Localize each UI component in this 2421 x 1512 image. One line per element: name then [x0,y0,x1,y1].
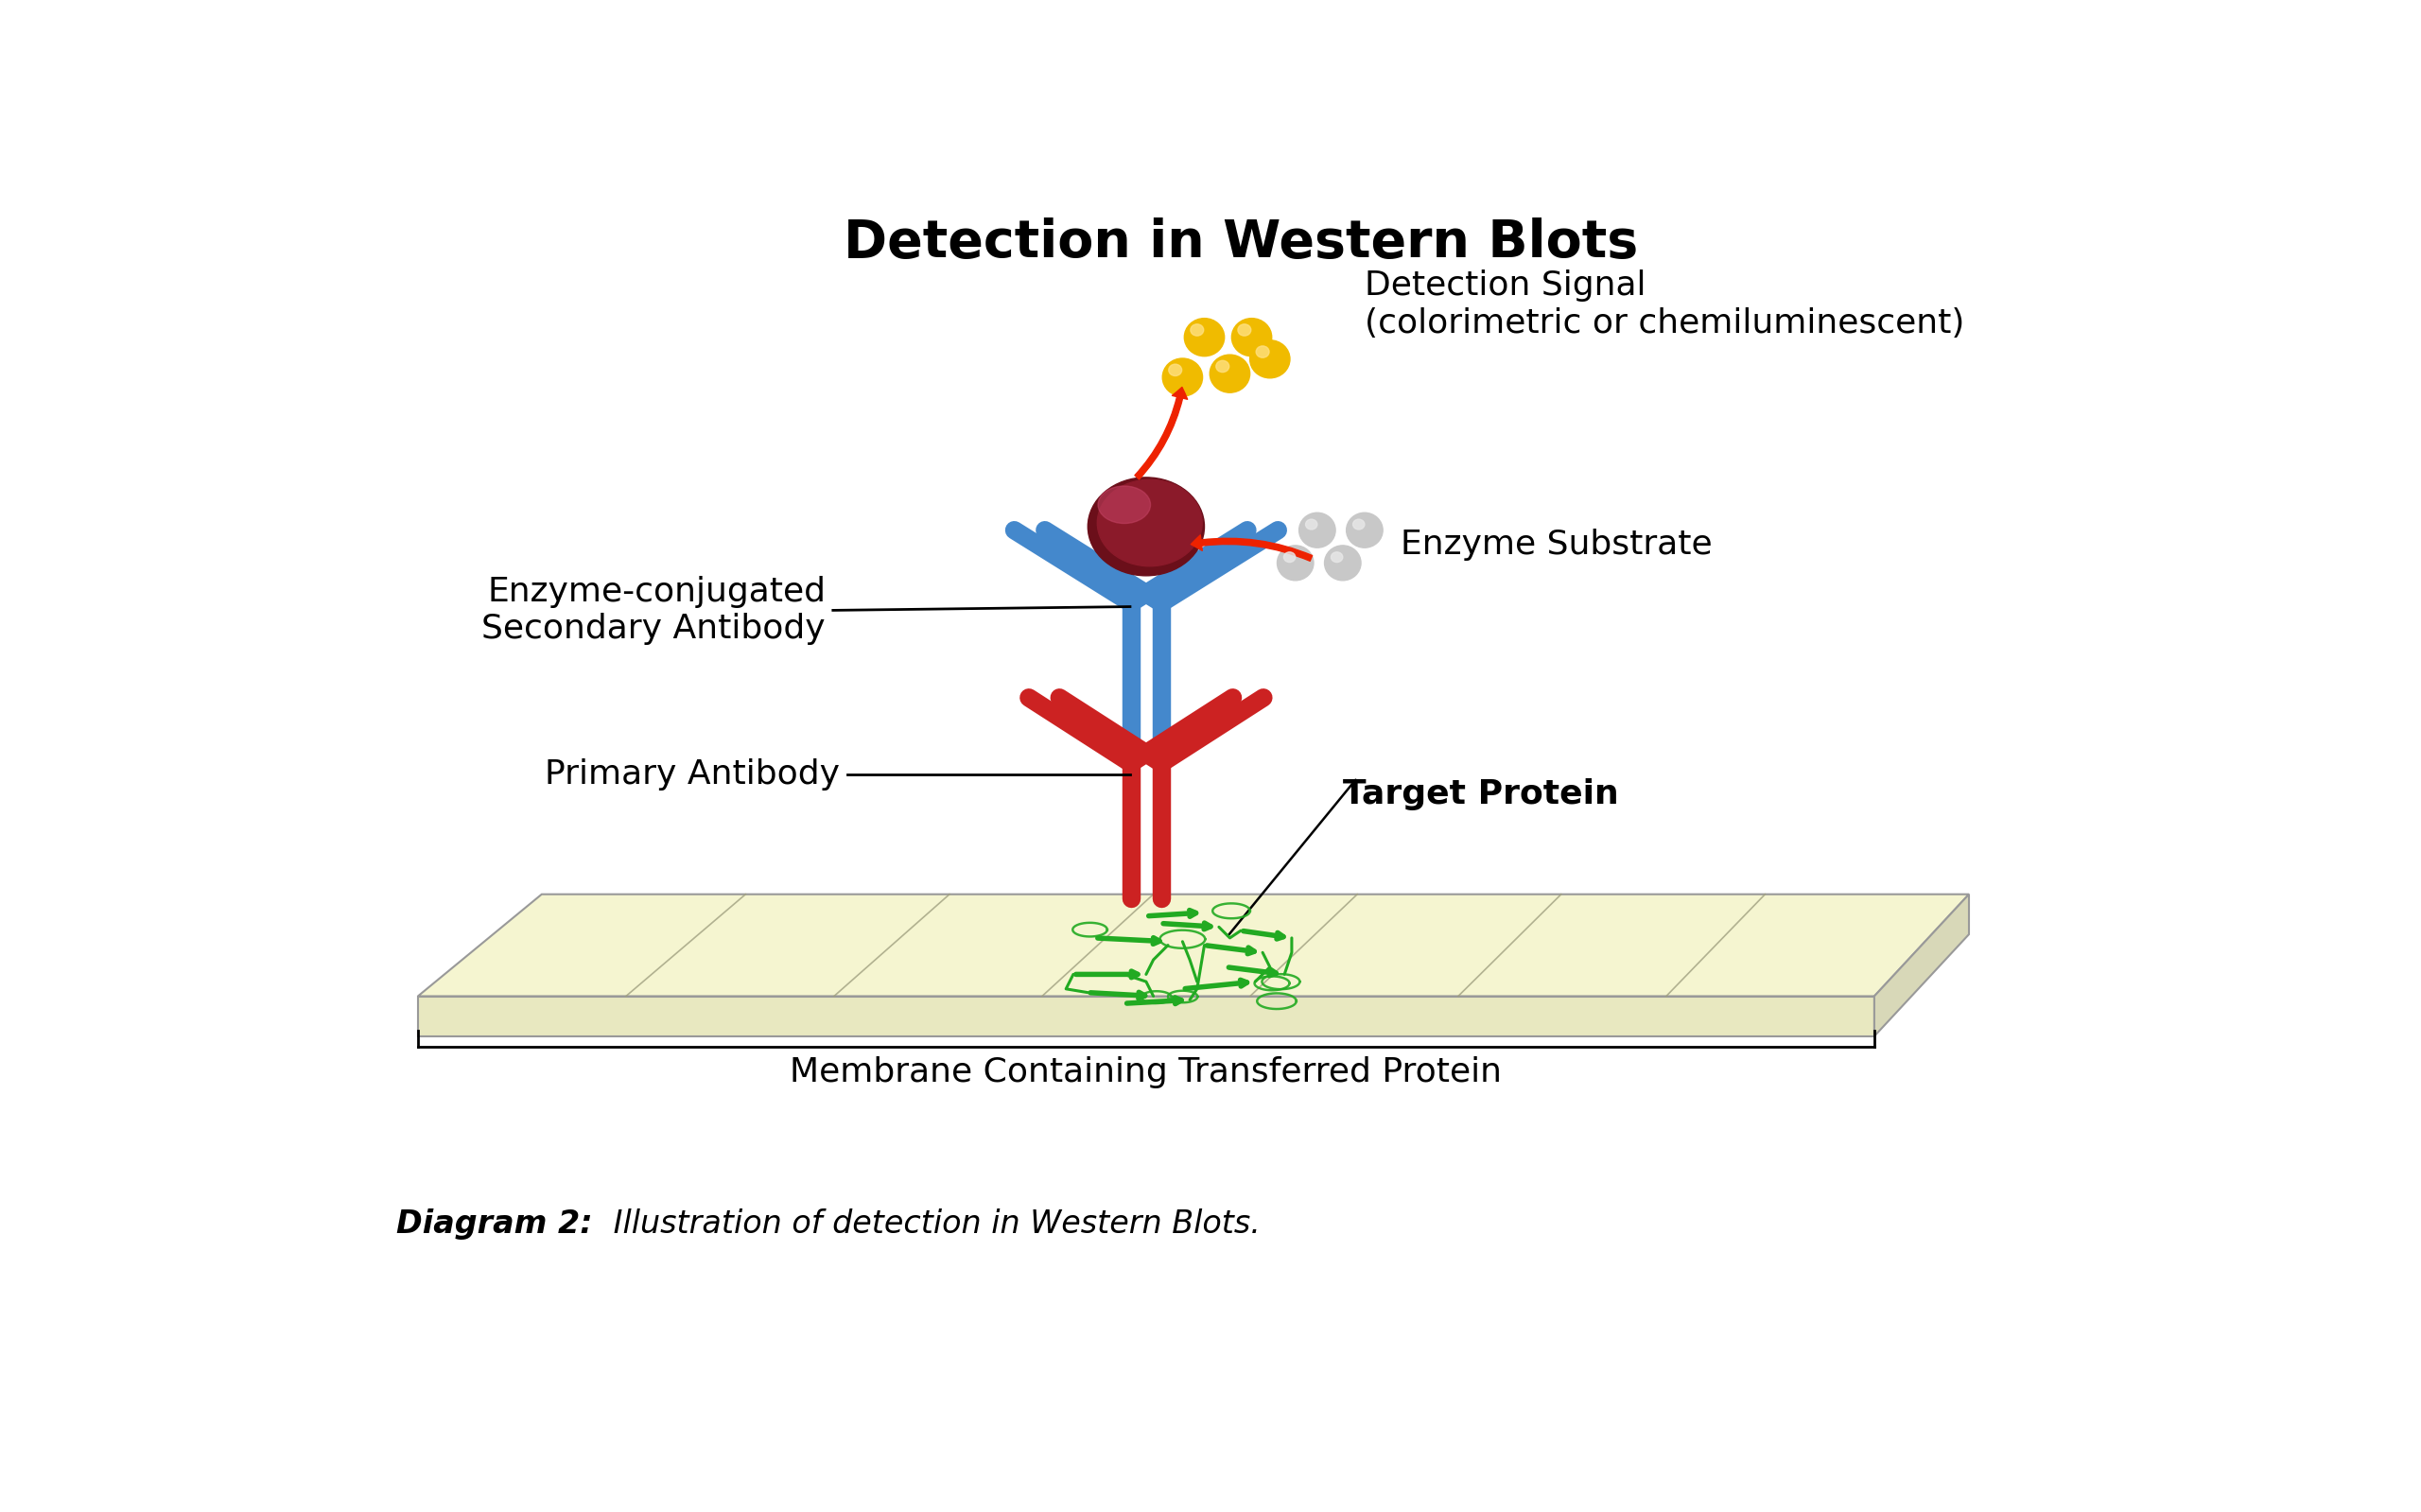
Ellipse shape [1249,340,1290,378]
Ellipse shape [1353,519,1365,529]
Ellipse shape [1283,552,1295,562]
Ellipse shape [1300,513,1336,547]
Text: Target Protein: Target Protein [1344,777,1620,810]
Text: Diagram 2:: Diagram 2: [397,1210,593,1240]
Ellipse shape [1237,324,1252,336]
Ellipse shape [1087,478,1203,576]
Text: Illustration of detection in Western Blots.: Illustration of detection in Western Blo… [603,1210,1261,1240]
Ellipse shape [1256,346,1269,358]
Ellipse shape [1169,364,1181,376]
Polygon shape [419,996,1874,1036]
Ellipse shape [1332,552,1344,562]
Text: Primary Antibody: Primary Antibody [545,758,840,791]
Polygon shape [419,894,1968,996]
Text: Detection in Western Blots: Detection in Western Blots [843,218,1639,268]
Text: Enzyme-conjugated
Secondary Antibody: Enzyme-conjugated Secondary Antibody [482,576,826,646]
Ellipse shape [1232,319,1271,357]
Ellipse shape [1191,324,1203,336]
Polygon shape [1874,894,1968,1036]
Ellipse shape [1099,485,1150,523]
Ellipse shape [1305,519,1317,529]
Ellipse shape [1324,546,1361,581]
Ellipse shape [1097,479,1203,565]
Ellipse shape [1346,513,1382,547]
Ellipse shape [1210,355,1249,393]
Ellipse shape [1215,360,1230,372]
Text: Membrane Containing Transferred Protein: Membrane Containing Transferred Protein [789,1055,1501,1089]
Ellipse shape [1278,546,1315,581]
Text: Enzyme Substrate: Enzyme Substrate [1402,529,1712,561]
Ellipse shape [1184,319,1225,357]
Ellipse shape [1162,358,1203,396]
Text: Detection Signal
(colorimetric or chemiluminescent): Detection Signal (colorimetric or chemil… [1365,269,1963,339]
